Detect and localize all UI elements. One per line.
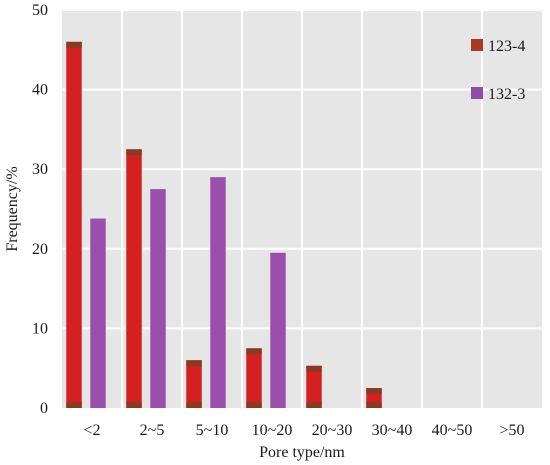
bar-123-4 — [186, 360, 202, 408]
x-axis-label: Pore type/nm — [259, 444, 345, 461]
bar-132-3 — [150, 189, 166, 408]
bar-cap — [186, 360, 202, 367]
bar-base — [246, 402, 262, 408]
y-tick-label: 10 — [32, 320, 48, 337]
x-tick-label: 20~30 — [312, 422, 353, 439]
legend-label: 123-4 — [488, 38, 525, 55]
bar-base — [126, 402, 142, 408]
x-tick-label: 10~20 — [252, 422, 293, 439]
y-tick-label: 0 — [40, 400, 48, 417]
y-tick-label: 30 — [32, 161, 48, 178]
x-tick-label: 30~40 — [372, 422, 413, 439]
bar-cap — [66, 41, 82, 48]
bar-123-4 — [126, 149, 142, 409]
y-tick-label: 40 — [32, 82, 48, 99]
axis-ticks: 0 10 20 30 40 50 <2 2~5 5~10 10~20 20~30 30~40 40~50… — [32, 2, 525, 439]
x-tick-label: 5~10 — [196, 422, 229, 439]
bar-132-3 — [210, 177, 226, 408]
legend-swatch — [471, 39, 483, 51]
legend-swatch — [471, 87, 483, 99]
legend: 123-4 132-3 — [471, 38, 525, 103]
y-tick-label: 20 — [32, 241, 48, 258]
bar-cap — [306, 365, 322, 372]
bar-123-4 — [66, 41, 82, 409]
y-tick-label: 50 — [32, 2, 48, 19]
bar-132-3 — [90, 218, 106, 408]
x-tick-label: 40~50 — [432, 422, 473, 439]
bar-123-4 — [246, 348, 262, 408]
x-tick-label: 2~5 — [140, 422, 165, 439]
bar-base — [66, 402, 82, 408]
bar-cap — [246, 348, 262, 355]
bars — [66, 41, 382, 409]
bar-cap — [366, 388, 382, 395]
bar-base — [186, 402, 202, 408]
x-tick-label: >50 — [499, 422, 524, 439]
bar-base — [306, 402, 322, 408]
bar-123-4 — [306, 365, 322, 408]
bar-base — [366, 402, 382, 408]
grid-lines — [62, 9, 542, 408]
legend-label: 132-3 — [488, 86, 525, 103]
bar-132-3 — [270, 252, 286, 408]
bar-cap — [126, 149, 142, 156]
x-tick-label: <2 — [83, 422, 100, 439]
y-axis-label: Frequency/% — [4, 166, 21, 251]
